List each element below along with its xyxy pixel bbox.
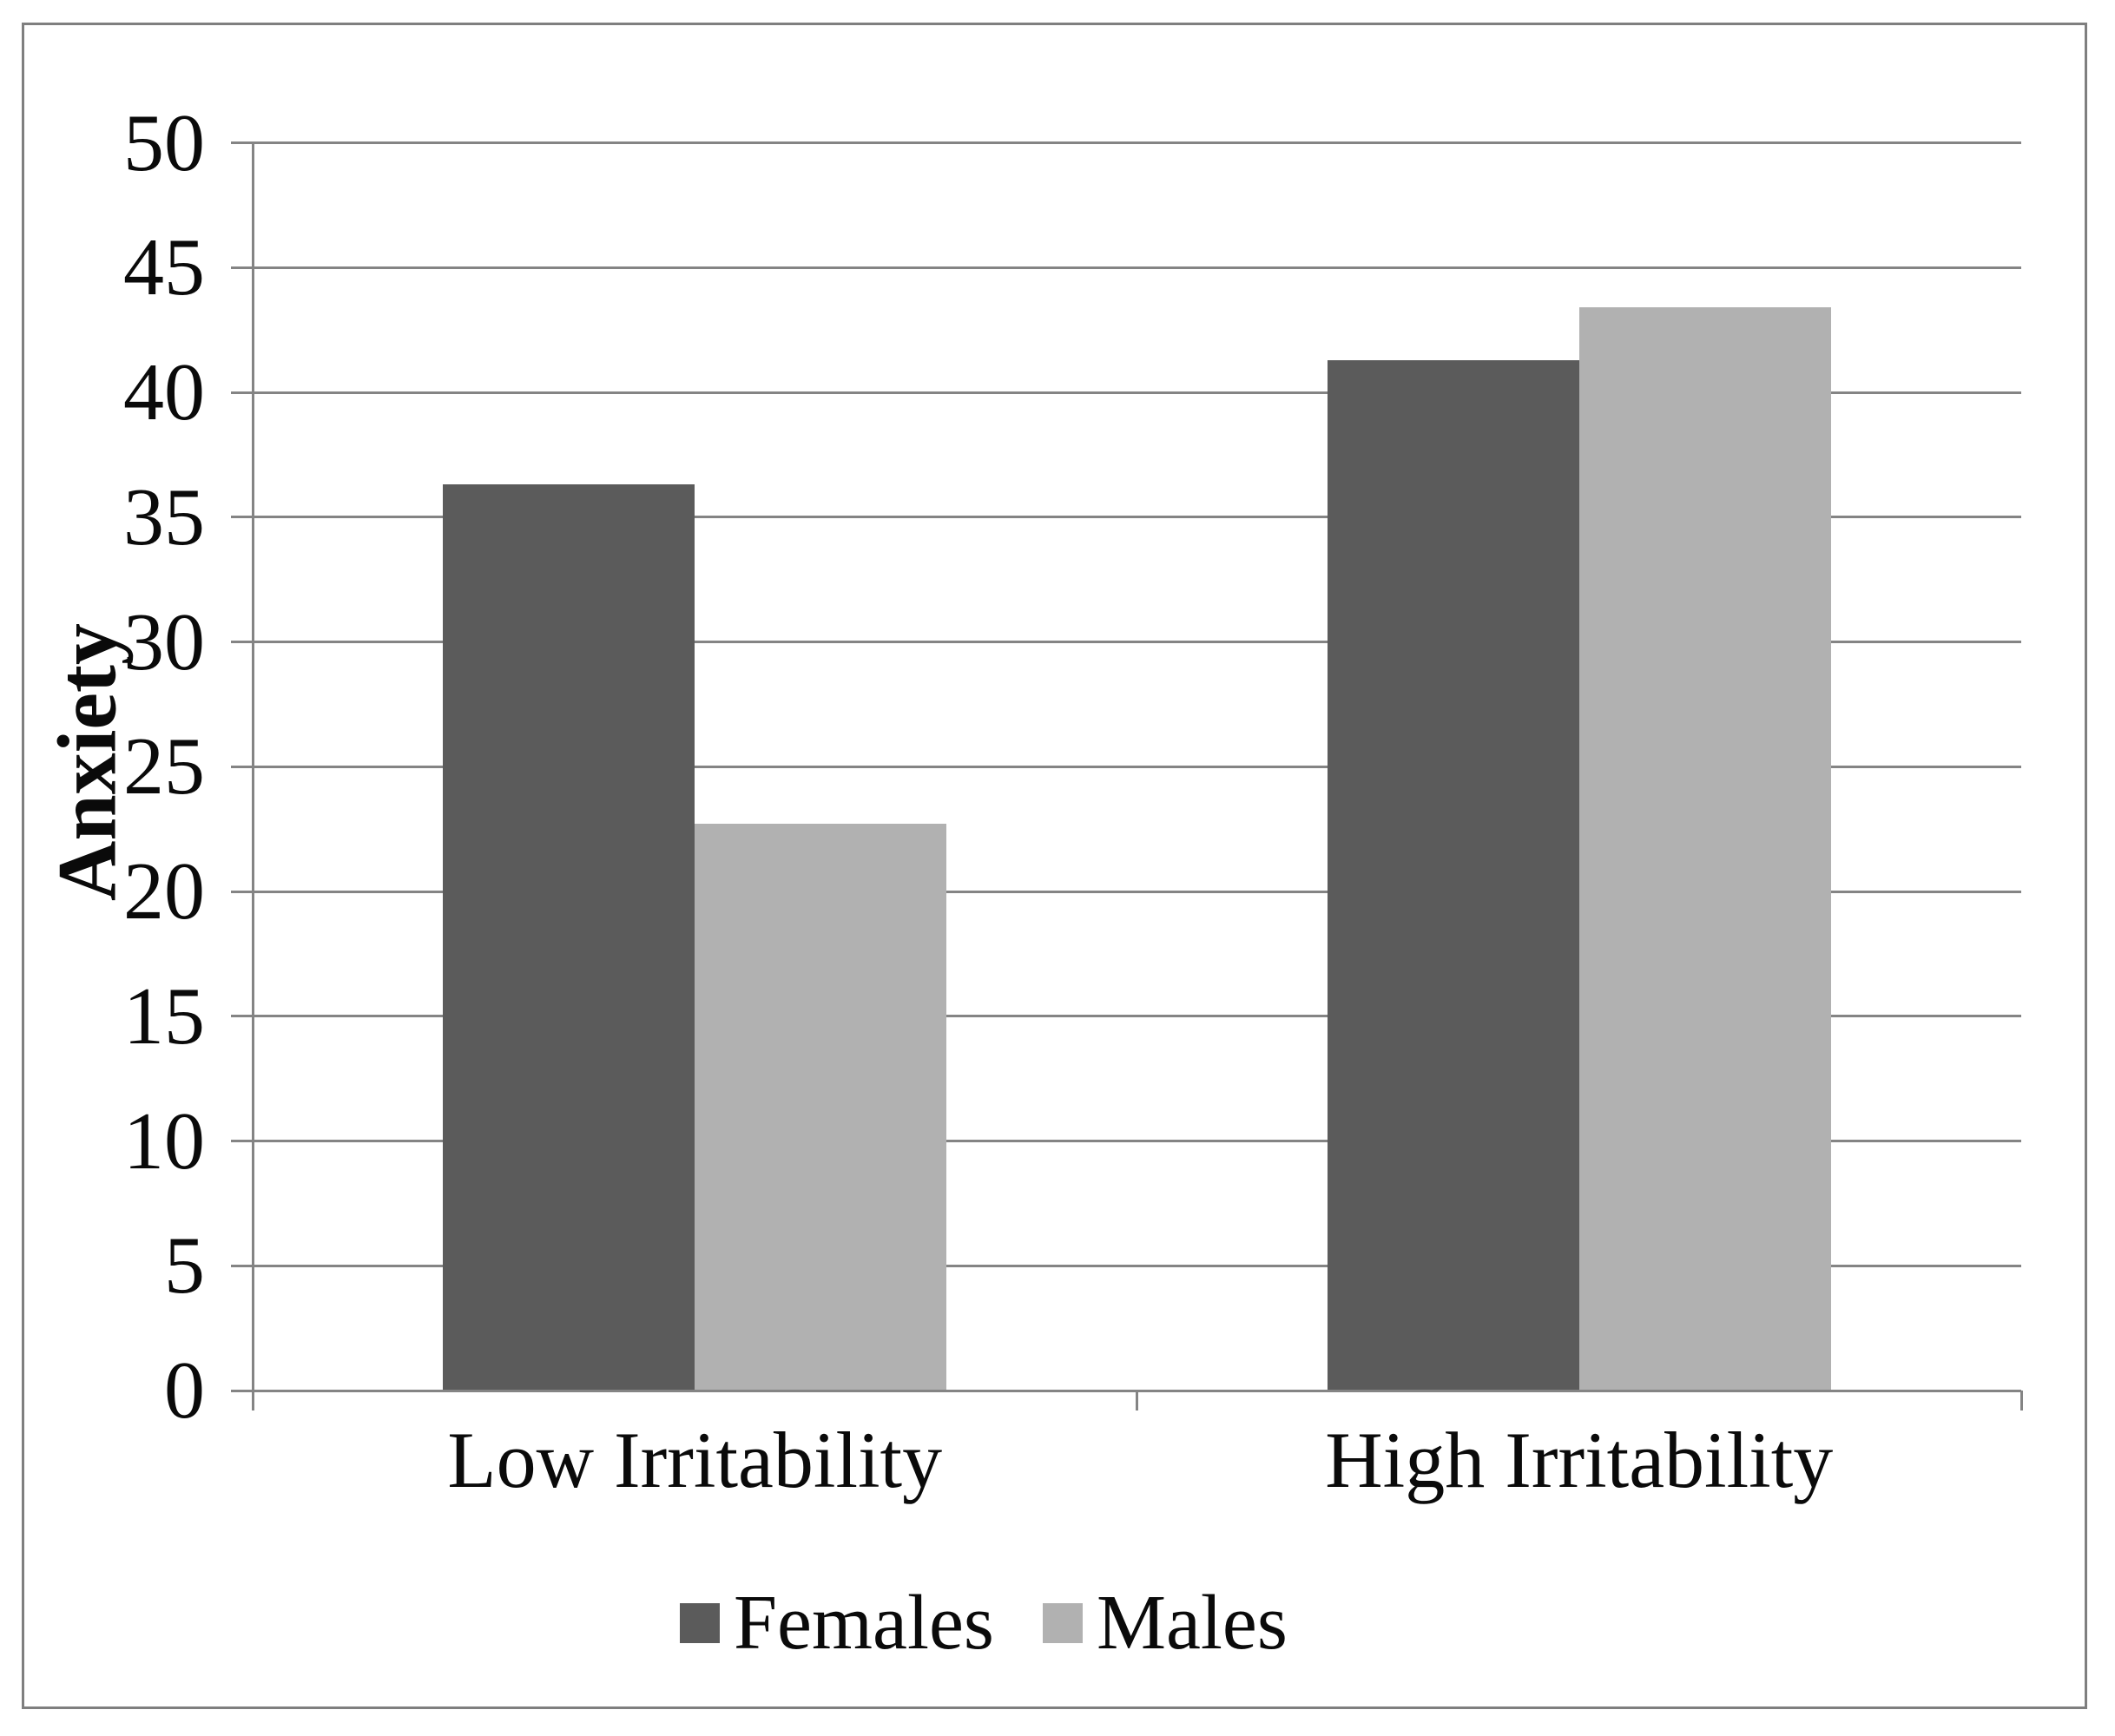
y-tick-25 — [231, 765, 253, 768]
y-tick-label-30: 30 — [123, 596, 205, 687]
y-tick-label-45: 45 — [123, 222, 205, 313]
legend-item-females: Females — [680, 1580, 994, 1667]
y-tick-50 — [231, 141, 253, 144]
gridline-35 — [253, 516, 2021, 519]
x-category-label-high-irritability: High Irritability — [1325, 1416, 1834, 1504]
gridline-5 — [253, 1264, 2021, 1267]
y-tick-35 — [231, 516, 253, 519]
y-tick-label-25: 25 — [123, 721, 205, 812]
x-boundary-tick-1 — [1136, 1391, 1138, 1410]
x-boundary-tick-2 — [2019, 1391, 2023, 1410]
bar-males-low-irritability — [695, 824, 947, 1391]
legend-label-females: Females — [734, 1580, 994, 1666]
y-tick-10 — [231, 1140, 253, 1142]
y-tick-label-15: 15 — [123, 970, 205, 1062]
legend-item-males: Males — [1042, 1580, 1288, 1667]
y-tick-label-50: 50 — [123, 97, 205, 188]
gridline-15 — [253, 1015, 2021, 1018]
y-tick-label-0: 0 — [164, 1345, 205, 1436]
y-tick-20 — [231, 890, 253, 893]
females-series-swatch-icon — [680, 1603, 720, 1643]
bar-females-high-irritability — [1327, 359, 1579, 1391]
gridline-10 — [253, 1140, 2021, 1142]
x-category-label-low-irritability: Low Irritability — [447, 1416, 943, 1504]
legend-label-males: Males — [1096, 1580, 1288, 1666]
gridline-45 — [253, 266, 2021, 269]
gridline-20 — [253, 890, 2021, 893]
y-tick-label-40: 40 — [123, 347, 205, 437]
bar-males-high-irritability — [1578, 307, 1831, 1391]
y-tick-30 — [231, 641, 253, 643]
y-tick-5 — [231, 1264, 253, 1267]
males-series-swatch-icon — [1042, 1603, 1083, 1643]
y-axis-title: Anxiety — [40, 623, 134, 901]
y-tick-label-10: 10 — [123, 1095, 205, 1187]
y-tick-40 — [231, 391, 253, 394]
y-tick-label-35: 35 — [123, 471, 205, 562]
gridline-40 — [253, 391, 2021, 394]
gridline-25 — [253, 765, 2021, 768]
gridline-30 — [253, 641, 2021, 643]
y-axis-line — [251, 142, 254, 1410]
x-axis-line — [231, 1389, 2021, 1392]
chart-frame-border — [22, 23, 2087, 1709]
y-tick-15 — [231, 1015, 253, 1018]
y-tick-label-20: 20 — [123, 846, 205, 937]
y-tick-label-5: 5 — [164, 1220, 205, 1312]
bar-females-low-irritability — [443, 484, 695, 1391]
x-boundary-tick-0 — [251, 1391, 254, 1410]
y-tick-45 — [231, 266, 253, 269]
legend: Females Males — [680, 1580, 1288, 1667]
gridline-50 — [253, 141, 2021, 144]
